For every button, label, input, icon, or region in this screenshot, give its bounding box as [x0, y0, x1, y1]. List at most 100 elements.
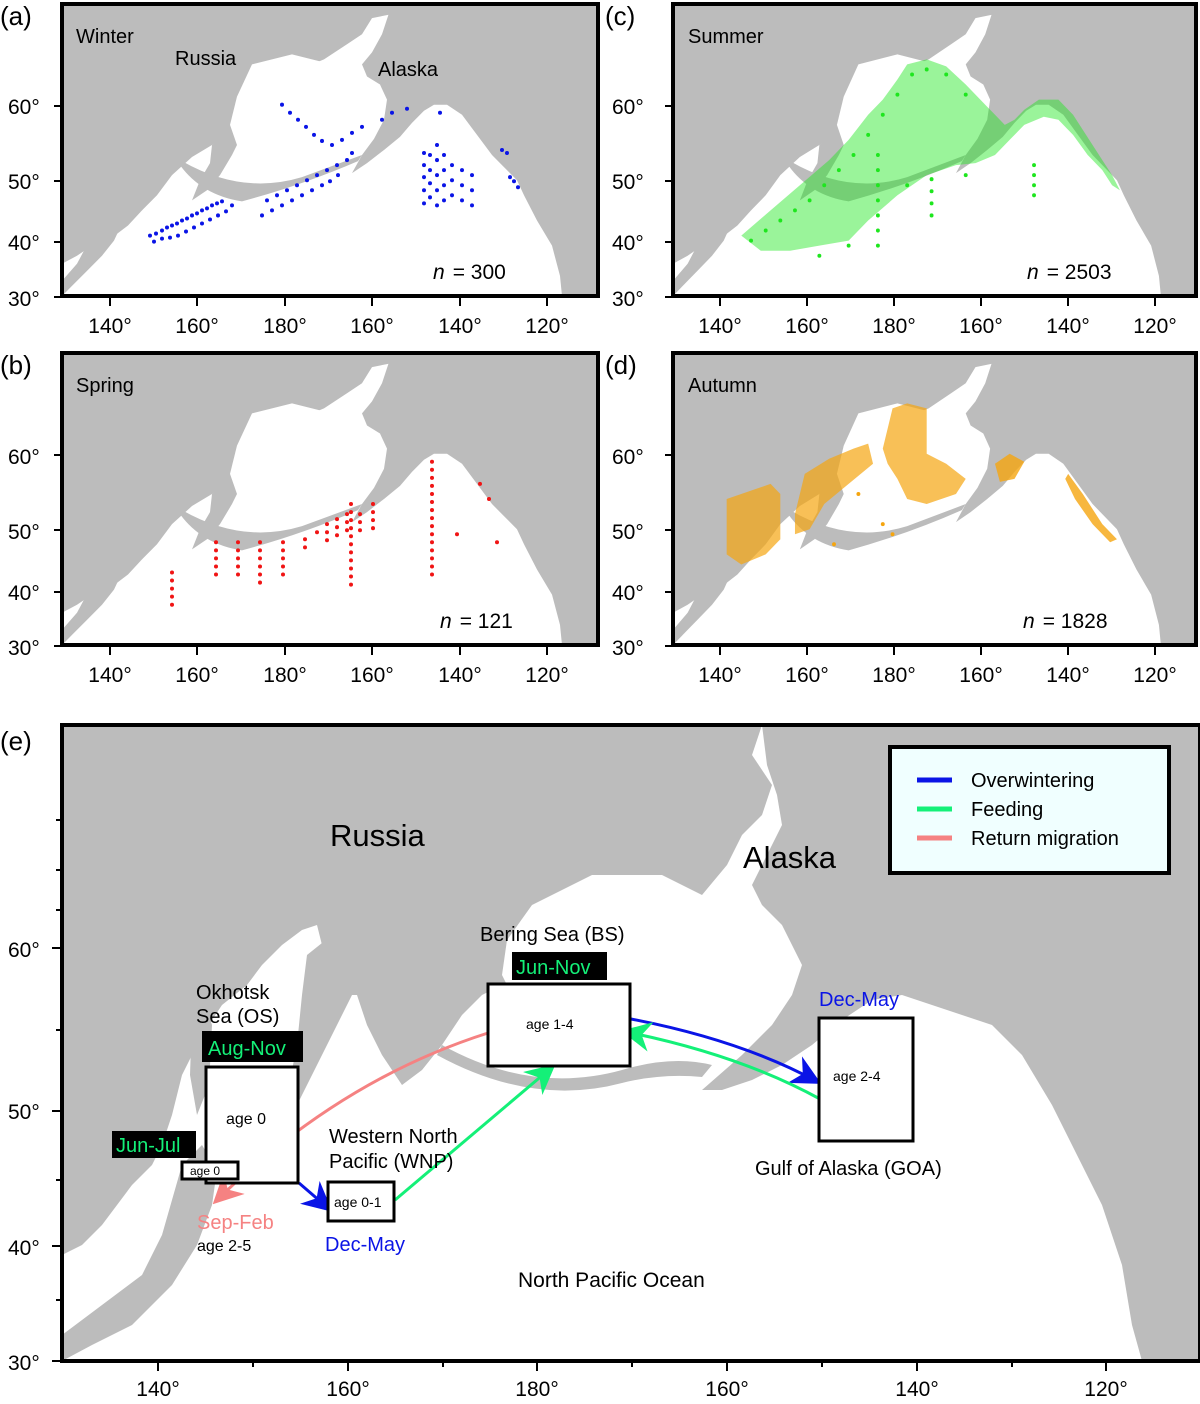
svg-text:30°: 30° [612, 288, 644, 311]
season-label: Autumn [688, 375, 757, 397]
y-axis-c: 60° 50° 40° 30° [612, 96, 644, 311]
panel-letter: (d) [605, 350, 637, 380]
svg-text:140°: 140° [895, 1378, 938, 1401]
wnp-title: Western North [329, 1126, 458, 1148]
region-small-okhotsk: Jun-Jul age 0 [112, 1131, 240, 1181]
os-period: Aug-Nov [208, 1038, 286, 1060]
panel-letter: (e) [0, 726, 32, 756]
svg-text:120°: 120° [1133, 664, 1176, 687]
large-axes: 60° 50° 40° 30° 140° 160° 180° 160° 140°… [8, 819, 1128, 1401]
svg-text:140°: 140° [1046, 664, 1089, 687]
autumn-points [726, 403, 1117, 565]
n-count: n = 300 [433, 261, 506, 284]
svg-text:60°: 60° [612, 446, 644, 469]
svg-text:140°: 140° [438, 664, 481, 687]
svg-text:180°: 180° [872, 664, 915, 687]
svg-text:160°: 160° [785, 664, 828, 687]
small-axes: 60° 50° 40° 30° 60° 50° 40° 30° 60° 50° … [8, 96, 1177, 687]
svg-text:120°: 120° [525, 315, 568, 338]
x-axis-d: 140° 160° 180° 160° 140° 120° [698, 664, 1176, 687]
n-symbol: n [1023, 610, 1035, 633]
panel-e-migration-map: (e) Russia Alaska North Pacific Ocean [0, 723, 1200, 1401]
svg-text:160°: 160° [705, 1378, 748, 1401]
panel-d-autumn: (d) Autumn n = 1828 [605, 350, 1198, 647]
svg-text:180°: 180° [263, 315, 306, 338]
svg-text:180°: 180° [515, 1378, 558, 1401]
legend-overwintering: Overwintering [971, 770, 1094, 792]
svg-text:140°: 140° [88, 664, 131, 687]
legend: Overwintering Feeding Return migration [888, 745, 1171, 875]
svg-text:40°: 40° [8, 232, 40, 255]
goa-period: Dec-May [819, 989, 899, 1011]
svg-text:160°: 160° [175, 664, 218, 687]
alaska-label: Alaska [378, 59, 439, 81]
n-value: = 300 [453, 261, 506, 284]
bs-age: age 1-4 [526, 1016, 574, 1032]
overwintering-arrow-bs-goa [630, 1017, 822, 1084]
legend-feeding: Feeding [971, 799, 1043, 821]
x-axis-b: 140° 160° 180° 160° 140° 120° [88, 664, 568, 687]
winter-points [148, 102, 520, 244]
os-age: age 0 [226, 1111, 266, 1128]
return-period: Sep-Feb [197, 1212, 274, 1234]
small-age: age 0 [190, 1164, 220, 1178]
n-count: n = 121 [440, 610, 513, 633]
svg-text:120°: 120° [1133, 315, 1176, 338]
panel-letter: (c) [605, 1, 635, 31]
svg-text:180°: 180° [263, 664, 306, 687]
svg-text:140°: 140° [136, 1378, 179, 1401]
n-symbol: n [440, 610, 452, 633]
svg-text:40°: 40° [8, 582, 40, 605]
svg-text:160°: 160° [326, 1378, 369, 1401]
panel-letter: (b) [0, 350, 32, 380]
svg-text:60°: 60° [8, 939, 40, 962]
svg-text:180°: 180° [872, 315, 915, 338]
panel-c-summer: (c) Summer n = 2503 [605, 1, 1198, 298]
svg-text:50°: 50° [612, 521, 644, 544]
x-axis-c: 140° 160° 180° 160° 140° 120° [698, 315, 1176, 338]
legend-return-migration: Return migration [971, 828, 1119, 850]
russia-label: Russia [330, 818, 426, 853]
svg-text:50°: 50° [8, 171, 40, 194]
n-symbol: n [433, 261, 445, 284]
ocean-label: North Pacific Ocean [518, 1269, 705, 1292]
region-western-north-pacific: Western North Pacific (WNP) age 0-1 Dec-… [325, 1126, 458, 1256]
feeding-arrow-goa-bs [621, 1022, 821, 1101]
svg-text:50°: 50° [612, 171, 644, 194]
y-axis-b: 60° 50° 40° 30° [8, 446, 40, 660]
svg-text:160°: 160° [350, 315, 393, 338]
svg-text:60°: 60° [8, 96, 40, 119]
season-label: Winter [76, 26, 134, 48]
spring-points [170, 459, 499, 607]
wnp-title-2: Pacific (WNP) [329, 1151, 453, 1173]
bs-title: Bering Sea (BS) [480, 924, 625, 946]
overwintering-arrow-os-wnp [298, 1180, 333, 1212]
y-axis-a: 60° 50° 40° 30° [8, 96, 40, 311]
svg-text:160°: 160° [959, 315, 1002, 338]
svg-text:120°: 120° [1084, 1378, 1127, 1401]
svg-text:140°: 140° [698, 664, 741, 687]
svg-text:60°: 60° [8, 446, 40, 469]
panel-a-winter: (a) [0, 1, 600, 298]
x-axis-a: 140° 160° 180° 160° 140° 120° [88, 315, 568, 338]
small-period: Jun-Jul [116, 1135, 180, 1157]
goa-age: age 2-4 [833, 1068, 881, 1084]
svg-text:30°: 30° [8, 288, 40, 311]
svg-text:160°: 160° [959, 664, 1002, 687]
svg-text:160°: 160° [175, 315, 218, 338]
svg-text:30°: 30° [8, 637, 40, 660]
svg-text:160°: 160° [350, 664, 393, 687]
svg-text:140°: 140° [1046, 315, 1089, 338]
summer-points [741, 59, 1120, 258]
n-value: = 1828 [1043, 610, 1108, 633]
goa-title: Gulf of Alaska (GOA) [755, 1158, 942, 1180]
panel-b-spring: (b) Spring n = 121 [0, 350, 600, 647]
n-count: n = 1828 [1023, 610, 1108, 633]
svg-text:50°: 50° [8, 521, 40, 544]
russia-label: Russia [175, 48, 237, 70]
return-age: age 2-5 [197, 1238, 251, 1255]
feeding-arrow-wnp-bs [394, 1064, 556, 1202]
svg-text:50°: 50° [8, 1101, 40, 1124]
season-label: Summer [688, 26, 764, 48]
